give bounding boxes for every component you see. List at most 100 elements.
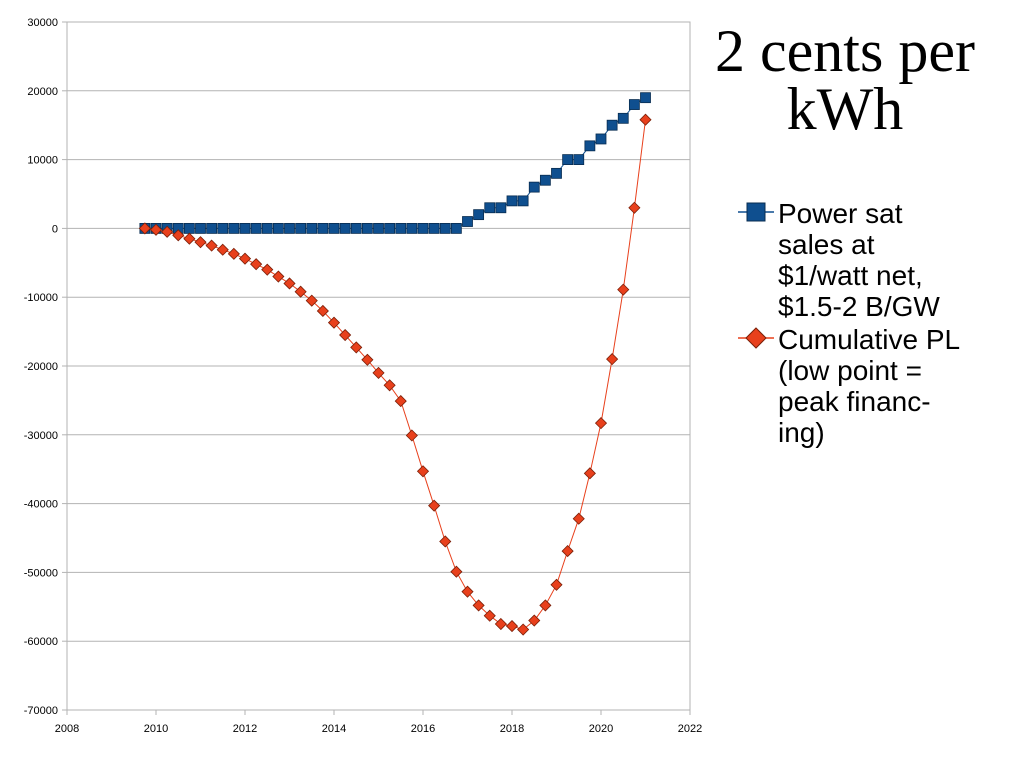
data-point	[483, 609, 496, 622]
data-point	[562, 154, 574, 166]
data-point	[172, 229, 185, 242]
data-point	[462, 216, 473, 227]
data-point	[250, 222, 262, 234]
y-tick-label: 10000	[27, 155, 58, 167]
data-point	[294, 285, 307, 298]
y-tick-label: -30000	[24, 430, 58, 442]
data-point	[284, 222, 295, 234]
data-point	[528, 614, 541, 627]
data-point	[405, 429, 418, 442]
data-point	[206, 222, 218, 234]
data-point	[183, 222, 195, 234]
data-point	[361, 222, 373, 234]
data-point	[539, 174, 551, 186]
data-point	[350, 341, 363, 354]
data-point	[183, 232, 196, 245]
data-point	[272, 222, 284, 234]
x-tick-label: 2018	[500, 723, 524, 735]
data-point	[316, 304, 329, 318]
y-tick-label: -50000	[24, 567, 58, 579]
y-tick-label: 20000	[27, 86, 58, 98]
data-point	[395, 222, 407, 234]
data-point	[306, 222, 318, 234]
data-point	[628, 99, 640, 110]
legend-label-power-sat-sales: Power sat sales at $1/watt net, $1.5-2 B…	[778, 198, 940, 322]
data-point	[217, 222, 229, 234]
x-tick-label: 2020	[589, 723, 613, 735]
y-axis-ticks: 30000 20000 10000 0 -10000 -20000 -30000 -40000…	[24, 17, 67, 717]
data-point	[161, 225, 174, 238]
data-point	[573, 154, 585, 166]
data-point	[394, 395, 407, 408]
data-point	[617, 283, 630, 296]
data-point	[528, 181, 540, 193]
x-axis-ticks: 2008 2010 2012 2014 2016 2018 2020 2022	[55, 710, 702, 735]
data-point	[372, 366, 385, 379]
data-point	[384, 222, 396, 234]
data-point	[361, 353, 374, 366]
data-point	[416, 465, 430, 478]
data-point	[417, 222, 429, 234]
data-point	[205, 239, 218, 252]
data-point	[517, 195, 529, 207]
x-tick-label: 2012	[233, 723, 257, 735]
data-point	[594, 417, 608, 430]
x-tick-label: 2010	[144, 723, 168, 735]
legend-item-cumulative-pl: Cumulative PL (low point = peak financ- …	[738, 324, 1018, 448]
data-point	[283, 277, 296, 290]
data-point	[428, 222, 440, 234]
series-power-sat-sales	[139, 92, 651, 234]
data-point	[339, 222, 351, 234]
data-point	[439, 535, 452, 548]
data-point	[194, 236, 207, 249]
data-point	[328, 222, 340, 234]
data-point	[606, 353, 619, 366]
data-point	[506, 195, 518, 207]
data-point	[327, 316, 341, 329]
data-point	[350, 222, 362, 234]
data-point	[484, 202, 496, 214]
data-point	[239, 222, 251, 234]
data-point	[305, 294, 318, 307]
grid	[67, 21, 690, 711]
data-point	[639, 113, 652, 126]
x-tick-label: 2014	[322, 723, 346, 735]
data-point	[583, 467, 596, 480]
data-point	[495, 202, 507, 214]
chart-title: 2 cents per kWh	[715, 18, 975, 142]
legend-item-power-sat-sales: Power sat sales at $1/watt net, $1.5-2 B…	[738, 198, 1018, 322]
data-point	[628, 201, 641, 214]
data-point	[595, 133, 607, 145]
y-tick-label: -60000	[24, 636, 58, 648]
data-point	[373, 222, 384, 234]
data-point	[561, 545, 574, 558]
y-tick-label: -10000	[24, 292, 58, 304]
data-point	[339, 328, 352, 342]
data-point	[551, 167, 562, 179]
y-tick-label: 0	[52, 223, 58, 235]
y-tick-label: -40000	[24, 499, 58, 511]
y-tick-label: 30000	[27, 17, 58, 29]
data-point	[572, 512, 585, 525]
data-point	[461, 585, 474, 598]
data-point	[216, 243, 229, 256]
data-point	[149, 223, 163, 236]
data-point	[138, 222, 151, 235]
data-point	[195, 222, 206, 234]
x-tick-label: 2008	[55, 723, 79, 735]
series-line	[144, 97, 646, 229]
data-point	[450, 222, 462, 234]
data-point	[261, 222, 273, 234]
y-tick-label: -70000	[24, 705, 58, 717]
series-cumulative-pl	[138, 113, 652, 636]
data-point	[250, 258, 263, 271]
data-point	[227, 247, 240, 260]
data-point	[272, 270, 285, 283]
data-point	[494, 617, 507, 631]
series-line	[144, 119, 646, 631]
data-point	[640, 92, 651, 104]
x-tick-label: 2016	[411, 723, 435, 735]
x-tick-label: 2022	[678, 723, 702, 735]
y-tick-label: -20000	[24, 361, 58, 373]
